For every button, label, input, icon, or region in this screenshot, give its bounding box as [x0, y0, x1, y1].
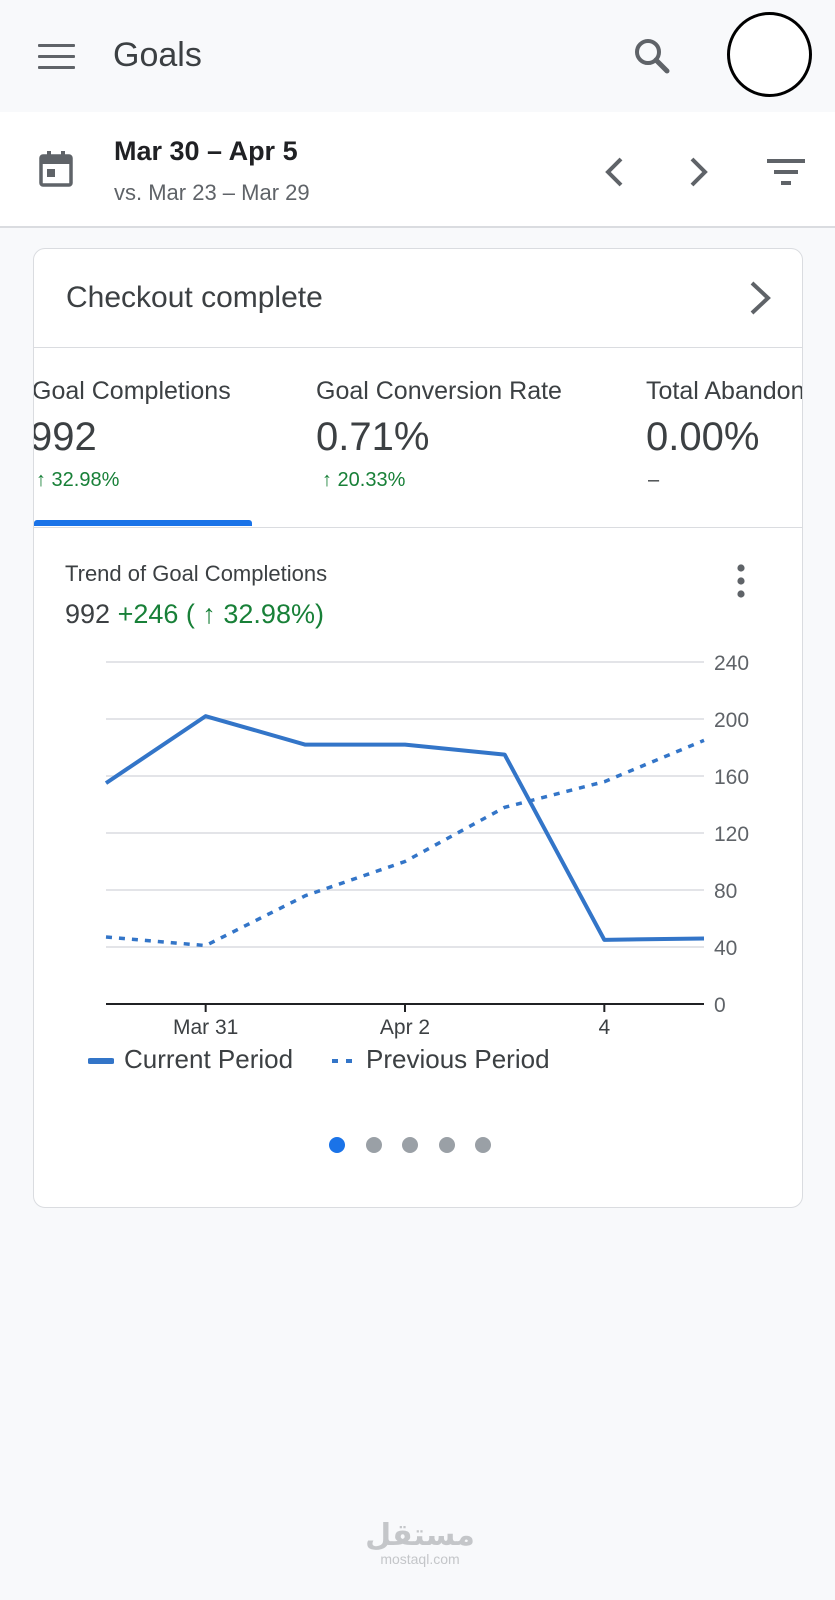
legend-swatch-solid: [87, 1058, 115, 1065]
pager-dot[interactable]: [475, 1137, 491, 1153]
metric-change: ↑ 20.33%: [322, 469, 406, 491]
goal-name: Checkout complete: [66, 281, 323, 314]
y-tick-label: 40: [714, 937, 737, 960]
legend-label: Current Period: [124, 1044, 294, 1074]
series-line-current-period: [104, 714, 705, 942]
menu-icon-bar: [38, 66, 75, 69]
metric-tab-total-abandonment-rate[interactable]: Total Abandonment Rate 0.00% –: [646, 347, 802, 527]
pager-dot[interactable]: [329, 1137, 345, 1153]
chevron-right-icon: [690, 157, 708, 187]
y-tick-label: 160: [714, 766, 749, 789]
pager-dot[interactable]: [365, 1137, 382, 1153]
chevron-left-icon: [605, 157, 623, 187]
metric-value: 0.71%: [316, 415, 430, 459]
more-vert-icon: [737, 564, 745, 598]
metric-tabs: Goal Completions 992 ↑ 32.98% Goal Conve…: [34, 347, 802, 528]
metric-value: 0.00%: [646, 415, 760, 459]
calendar-icon[interactable]: [38, 150, 74, 188]
date-range-bar: Mar 30 – Apr 5 vs. Mar 23 – Mar 29: [0, 112, 835, 228]
goal-card-header[interactable]: Checkout complete: [34, 249, 802, 348]
pager-dot[interactable]: [438, 1137, 455, 1153]
avatar[interactable]: [727, 12, 812, 97]
y-tick-label: 0: [714, 994, 726, 1017]
search-icon: [635, 39, 670, 74]
chevron-right-icon: [750, 281, 771, 315]
more-options-button[interactable]: [726, 559, 756, 603]
metric-label: Total Abandonment Rate: [646, 377, 802, 405]
watermark-logo: مستقل mostaql.com: [365, 1519, 475, 1567]
legend-item-current: Current Period: [87, 1044, 294, 1075]
y-tick-label: 80: [714, 880, 737, 903]
filter-icon: [767, 159, 805, 185]
trend-chart: 0 40 80 120 160 200 240 Mar 31 Apr 2 4: [104, 652, 749, 1039]
legend-item-previous: Previous Period: [330, 1044, 550, 1075]
selected-tab-indicator: [34, 520, 252, 526]
metric-tab-goal-conversion-rate[interactable]: Goal Conversion Rate 0.71% ↑ 20.33%: [316, 347, 646, 527]
metric-label: Goal Completions: [34, 377, 231, 405]
menu-button[interactable]: [30, 34, 84, 78]
trend-summary: 992 +246 ( ↑ 32.98%): [65, 599, 324, 630]
app-bar: Goals: [0, 0, 835, 112]
menu-icon: [38, 44, 75, 47]
date-range-current[interactable]: Mar 30 – Apr 5: [114, 136, 298, 166]
trend-change: +246 ( ↑ 32.98%): [117, 599, 324, 629]
previous-period-button[interactable]: [596, 152, 636, 192]
y-tick-label: 200: [714, 709, 749, 732]
next-period-button[interactable]: [677, 152, 717, 192]
x-tick-label: Apr 2: [380, 1016, 430, 1039]
x-tick-label: 4: [598, 1016, 610, 1039]
pager-dot[interactable]: [402, 1137, 418, 1153]
menu-icon-bar: [38, 55, 75, 58]
metric-value: 992: [34, 415, 97, 459]
metric-change: ↑ 32.98%: [36, 469, 120, 491]
goal-card: Checkout complete Goal Completions 992 ↑…: [33, 248, 803, 1208]
legend-label: Previous Period: [366, 1044, 550, 1074]
date-range-comparison: vs. Mar 23 – Mar 29: [114, 180, 310, 205]
metric-label: Goal Conversion Rate: [316, 377, 562, 405]
legend-swatch-dotted: [332, 1059, 354, 1064]
search-button[interactable]: [630, 34, 676, 80]
y-tick-label: 120: [714, 823, 749, 846]
x-tick-label: Mar 31: [173, 1016, 238, 1039]
trend-value: 992: [65, 599, 111, 629]
y-tick-label: 240: [714, 652, 749, 675]
page-title: Goals: [113, 36, 202, 74]
series-line-previous-period: [105, 738, 705, 948]
metric-change: –: [648, 469, 660, 491]
trend-title: Trend of Goal Completions: [65, 561, 328, 586]
metric-tab-goal-completions[interactable]: Goal Completions 992 ↑ 32.98%: [34, 347, 314, 527]
filter-button[interactable]: [764, 152, 808, 192]
